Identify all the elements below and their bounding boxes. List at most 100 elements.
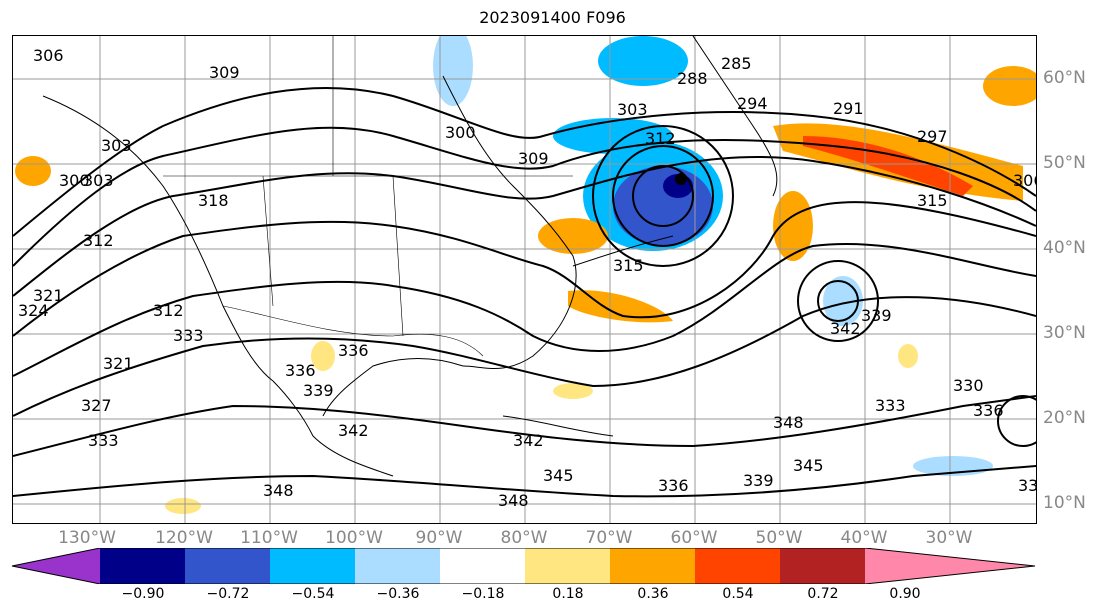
negative-anomaly-darkblue — [613, 166, 713, 246]
contour-label: 348 — [263, 481, 294, 500]
lat-label: 40°N — [1043, 238, 1086, 258]
positive-anomaly-red — [803, 136, 973, 196]
contour-label: 342 — [513, 431, 544, 450]
contour-label: 291 — [833, 99, 864, 118]
colorbar-tick: −0.54 — [291, 586, 335, 602]
contour-label: 336 — [658, 476, 689, 495]
contour-label: 303 — [83, 171, 114, 190]
contour-label: 330 — [953, 376, 984, 395]
contour-label: 312 — [645, 129, 676, 148]
shaded-anomaly-regions — [15, 36, 1036, 514]
contour-label: 321 — [103, 354, 134, 373]
lat-label: 30°N — [1043, 323, 1086, 343]
lon-label: 40°W — [840, 528, 888, 548]
contour-label: 318 — [198, 191, 229, 210]
contour-label: 303 — [617, 100, 648, 119]
positive-anomaly-orange — [568, 290, 673, 323]
contour-label: 339 — [861, 306, 892, 325]
colorbar-tick: −0.72 — [206, 586, 250, 602]
colorbar-segment — [525, 548, 610, 584]
contour-label: 339 — [1018, 476, 1036, 495]
positive-anomaly-orange — [773, 191, 813, 261]
contour-label: 315 — [917, 191, 948, 210]
positive-anomaly-yellow — [553, 383, 593, 399]
lon-label: 90°W — [415, 528, 463, 548]
contour-label: 306 — [33, 46, 64, 65]
lon-label: 30°W — [925, 528, 973, 548]
lat-label: 10°N — [1043, 493, 1086, 513]
colorbar-tick: 0.36 — [637, 586, 669, 602]
contour-label: 333 — [173, 326, 204, 345]
contour-label: 336 — [285, 361, 316, 380]
lon-label: 50°W — [755, 528, 803, 548]
contour-labels: 306 309 300 303 285 288 294 303 312 291 … — [18, 46, 1036, 510]
colorbar-tick: 0.18 — [552, 586, 584, 602]
colorbar-segment — [185, 548, 270, 584]
contour-label: 315 — [613, 256, 644, 275]
contour-label: 300 — [445, 123, 476, 142]
lat-label: 50°N — [1043, 153, 1086, 173]
colorbar-extend-max — [865, 548, 1035, 584]
map-title: 2023091400 F096 — [479, 8, 626, 27]
colorbar-segment — [355, 548, 440, 584]
contour-label: 342 — [338, 421, 369, 440]
contour-label: 312 — [153, 301, 184, 320]
colorbar-tick: −0.18 — [461, 586, 505, 602]
colorbar-segment — [780, 548, 865, 584]
contour-label: 348 — [773, 413, 804, 432]
contour-label: 327 — [81, 396, 112, 415]
negative-anomaly-blue — [598, 36, 688, 86]
contour-label: 297 — [917, 127, 948, 146]
lon-label: 120°W — [155, 528, 213, 548]
colorbar-tick: 0.90 — [889, 586, 921, 602]
contour-label: 303 — [101, 136, 132, 155]
lon-label: 110°W — [240, 528, 298, 548]
lon-label: 100°W — [325, 528, 383, 548]
contour-label: 333 — [88, 431, 119, 450]
lon-label: 130°W — [58, 528, 116, 548]
positive-anomaly-yellow — [311, 341, 335, 371]
contour-label: 345 — [543, 466, 574, 485]
contour-label: 339 — [303, 381, 334, 400]
colorbar — [11, 548, 1036, 584]
height-contours — [13, 87, 1036, 498]
borders — [163, 36, 573, 357]
colorbar-segment — [270, 548, 355, 584]
positive-anomaly-orange — [983, 66, 1036, 106]
contour-label: 294 — [737, 94, 768, 113]
colorbar-tick: 0.54 — [722, 586, 754, 602]
contour-label: 309 — [518, 149, 549, 168]
lon-label: 60°W — [670, 528, 718, 548]
lon-label: 70°W — [585, 528, 633, 548]
contour-label: 288 — [677, 69, 708, 88]
contour-label: 345 — [793, 456, 824, 475]
contour-label: 336 — [973, 401, 1004, 420]
colorbar-tick: −0.90 — [121, 586, 165, 602]
lon-label: 80°W — [500, 528, 548, 548]
contour-label: 339 — [743, 471, 774, 490]
contour-label: 333 — [875, 396, 906, 415]
contour-label: 300 — [59, 171, 90, 190]
positive-anomaly-yellow — [165, 498, 201, 514]
negative-anomaly-lightblue — [433, 36, 473, 106]
contour-label: 312 — [83, 231, 114, 250]
colorbar-tick: −0.36 — [376, 586, 420, 602]
contour-label: 321 — [33, 286, 64, 305]
lat-label: 20°N — [1043, 408, 1086, 428]
contour-label: 342 — [830, 319, 861, 338]
lat-label: 60°N — [1043, 68, 1086, 88]
positive-anomaly-orange — [15, 156, 51, 186]
contour-label: 306 — [1013, 171, 1036, 190]
contour-label: 324 — [18, 301, 49, 320]
graticule — [13, 36, 1036, 523]
colorbar-tick: 0.72 — [807, 586, 839, 602]
positive-anomaly-orange — [538, 218, 608, 254]
map-panel: 306 309 300 303 285 288 294 303 312 291 … — [12, 35, 1037, 524]
colorbar-extend-min — [12, 548, 100, 584]
contour-label: 348 — [498, 491, 529, 510]
positive-anomaly-yellow — [898, 344, 918, 368]
colorbar-segment — [100, 548, 185, 584]
colorbar-segment — [695, 548, 780, 584]
contour-label: 336 — [338, 341, 369, 360]
contour-label: 285 — [721, 54, 752, 73]
